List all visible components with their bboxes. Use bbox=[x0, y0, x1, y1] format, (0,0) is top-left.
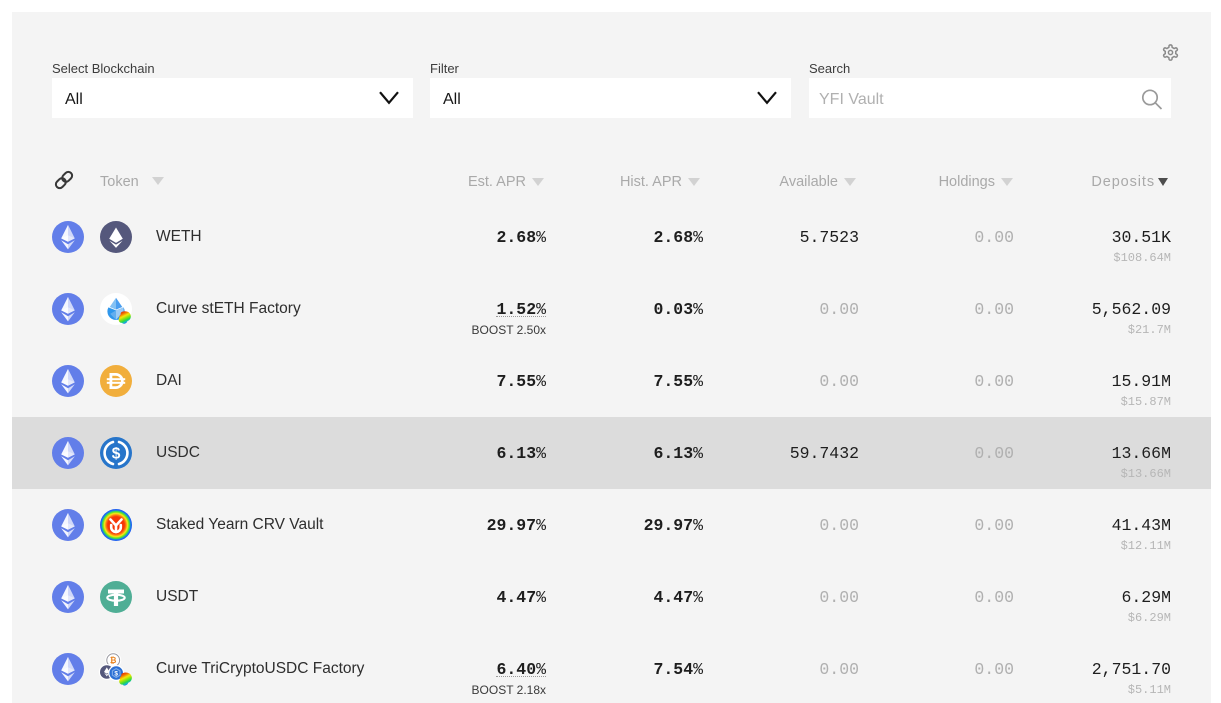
svg-text:$: $ bbox=[112, 446, 121, 463]
svg-text:₿: ₿ bbox=[110, 656, 117, 665]
svg-text:$: $ bbox=[114, 670, 118, 677]
